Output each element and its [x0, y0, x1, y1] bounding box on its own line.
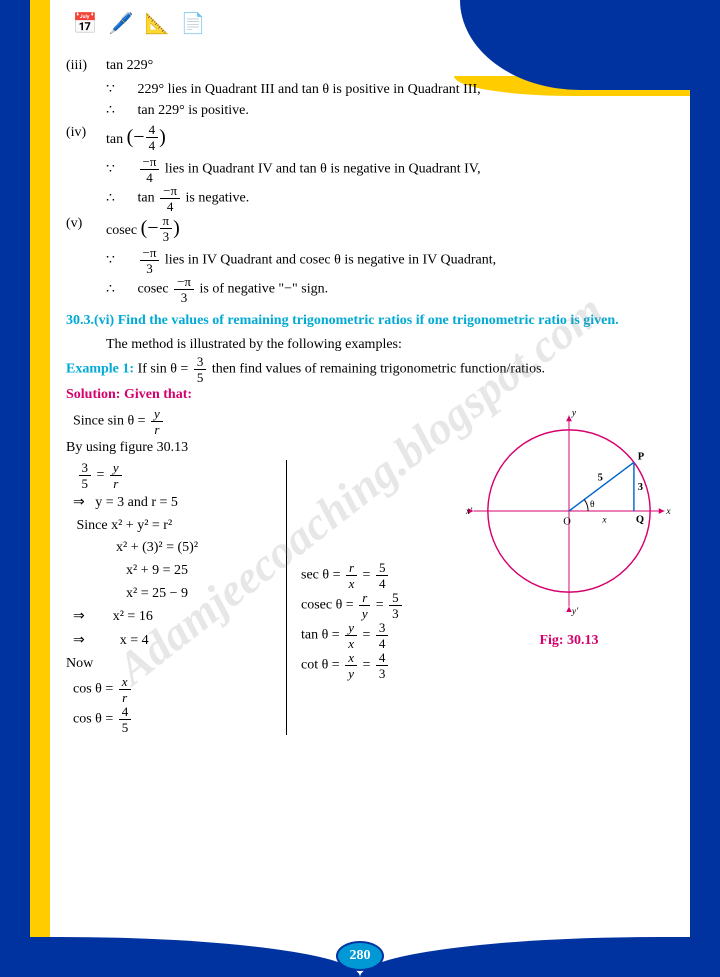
iv-title-pi: 4 — [146, 123, 159, 138]
figure-column: O P Q 5 3 θ x x x' y y' Fig: 30.13 — [464, 406, 674, 651]
example-text: If sin θ = — [138, 362, 189, 377]
label-xseg: x — [601, 515, 607, 526]
circle-diagram: O P Q 5 3 θ x x x' y y' — [464, 406, 674, 616]
mid-ratios: sec θ = rx = 54 cosec θ = ry = 53 tan θ … — [286, 460, 456, 736]
left-calc: 35 = yr ⇒ y = 3 and r = 5 Since x² + y² … — [66, 460, 276, 736]
compass-icon: 📐 — [142, 8, 172, 38]
item-iii-line2: ∴ tan 229° is positive. — [66, 100, 669, 122]
label-theta: θ — [590, 499, 595, 510]
byfig-line: By using figure 30.13 — [66, 437, 456, 459]
item-iv-line1: ∵ −π4 lies in Quadrant IV and tan θ is n… — [66, 155, 669, 184]
item-iii-title: tan 229° — [106, 55, 153, 77]
label-O: O — [563, 516, 571, 527]
item-iv-line2-text: is negative. — [186, 191, 250, 206]
paper-icon: 📄 — [178, 8, 208, 38]
section-heading: 30.3.(vi) Find the values of remaining t… — [66, 310, 669, 332]
solution-body: Since sin θ = yr By using figure 30.13 3… — [66, 406, 669, 735]
label-h: 3 — [638, 482, 643, 493]
item-iii-line1: ∵ 229° lies in Quadrant III and tan θ is… — [66, 79, 669, 101]
item-iii-line2-text: tan 229° is positive. — [138, 103, 249, 118]
item-v-line1-text: lies in IV Quadrant and cosec θ is negat… — [165, 253, 496, 268]
item-iii: (iii) tan 229° — [66, 55, 669, 77]
item-v-title: cosec (−π3) — [106, 213, 180, 244]
item-iv: (iv) tan (−44) — [66, 122, 669, 153]
item-iv-title: tan (−44) — [106, 122, 166, 153]
item-iv-line2: ∴ tan −π4 is negative. — [66, 184, 669, 213]
example-tail: then find values of remaining trigonomet… — [212, 362, 545, 377]
section-intro: The method is illustrated by the followi… — [66, 334, 669, 356]
item-iv-fn: tan — [106, 132, 123, 147]
item-v-line2: ∴ cosec −π3 is of negative "−" sign. — [66, 275, 669, 304]
item-v-line1: ∵ −π3 lies in IV Quadrant and cosec θ is… — [66, 246, 669, 275]
item-v-line2-text: is of negative "−" sign. — [200, 282, 329, 297]
item-iv-line1-text: lies in Quadrant IV and tan θ is negativ… — [165, 162, 481, 177]
calculator-icon: 📅 — [70, 8, 100, 38]
yellow-stripe — [30, 0, 50, 977]
label-Q: Q — [636, 515, 644, 526]
axis-x: x — [665, 506, 671, 517]
figure-label: Fig: 30.13 — [464, 630, 674, 652]
item-iii-label: (iii) — [66, 55, 106, 77]
page-number: 280 — [336, 941, 384, 971]
pencil-icon: 🖊️ — [106, 8, 136, 38]
axis-xp: x' — [465, 506, 473, 517]
solution-label: Solution: Given that: — [66, 384, 669, 406]
header-icons: 📅 🖊️ 📐 📄 — [70, 8, 208, 38]
item-iv-label: (iv) — [66, 122, 106, 144]
example-1: Example 1: If sin θ = 35 then find value… — [66, 355, 669, 384]
item-iii-line1-text: 229° lies in Quadrant III and tan θ is p… — [138, 82, 481, 97]
page-content: (iii) tan 229° ∵ 229° lies in Quadrant I… — [60, 55, 675, 927]
item-v: (v) cosec (−π3) — [66, 213, 669, 244]
item-v-fn: cosec — [106, 223, 137, 238]
label-r: 5 — [598, 473, 603, 484]
example-label: Example 1: — [66, 362, 134, 377]
axis-yp: y' — [571, 606, 579, 616]
since-line: Since sin θ = yr — [66, 407, 456, 436]
label-P: P — [638, 452, 645, 463]
axis-y: y — [571, 408, 577, 419]
item-v-label: (v) — [66, 213, 106, 235]
